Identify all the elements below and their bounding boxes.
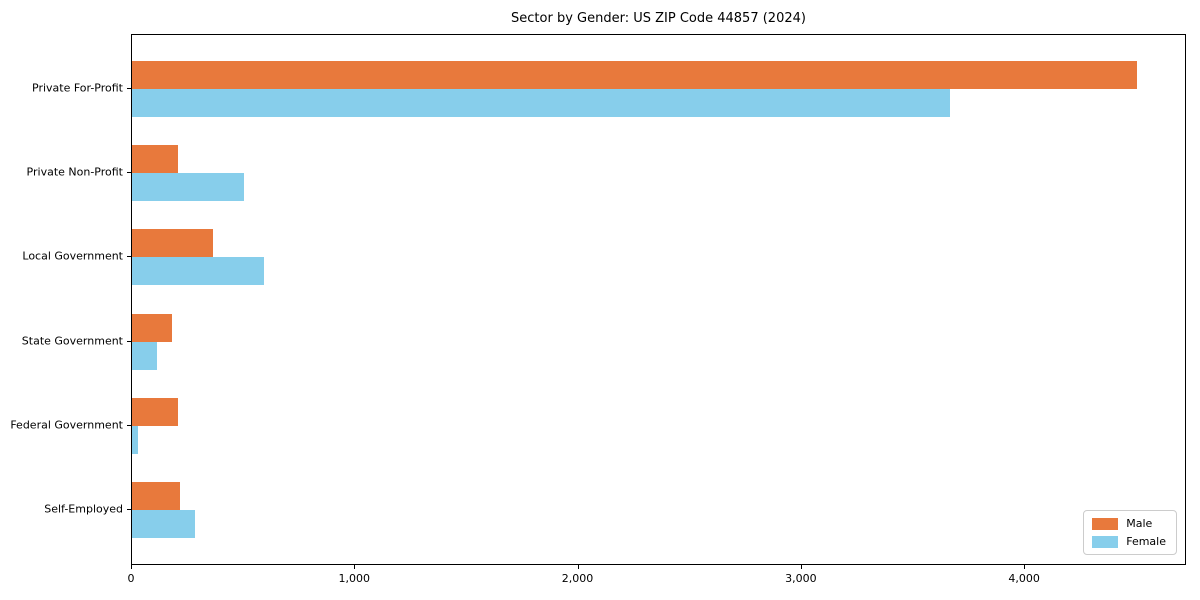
bar-female-1 [132, 89, 951, 117]
y-tick-label: Private For-Profit [32, 81, 123, 95]
y-tick-mark [127, 424, 131, 426]
x-tick-mark [800, 565, 802, 569]
x-tick-label: 0 [127, 572, 135, 585]
bar-female-3 [132, 257, 264, 286]
x-tick-label: 2,000 [561, 572, 594, 585]
female-series-swatch [1092, 535, 1119, 548]
x-tick-mark [354, 565, 356, 569]
bar-male-4 [132, 313, 173, 342]
bar-male-1 [132, 61, 1137, 89]
y-tick-label: Federal Government [10, 418, 123, 432]
bar-male-2 [132, 145, 178, 174]
y-tick-mark [127, 509, 131, 510]
legend-item-male: Male [1092, 517, 1166, 530]
male-series-swatch [1092, 517, 1119, 530]
y-tick-mark [127, 172, 131, 174]
bar-female-5 [132, 425, 139, 454]
y-tick-mark [127, 340, 131, 342]
y-tick-mark [127, 256, 131, 258]
chart-title: Sector by Gender: US ZIP Code 44857 (202… [511, 11, 806, 26]
x-tick-label: 4,000 [1008, 572, 1040, 585]
plot-area: Male Female [131, 34, 1186, 565]
x-tick-label: 1,000 [338, 572, 371, 585]
x-tick-mark [1024, 565, 1026, 569]
bar-female-6 [132, 510, 195, 538]
bar-male-6 [132, 482, 180, 510]
bar-male-3 [132, 229, 214, 258]
y-tick-mark [127, 88, 131, 89]
bar-female-4 [132, 341, 157, 370]
legend-label-male: Male [1126, 517, 1153, 530]
y-tick-label: State Government [21, 334, 123, 348]
y-tick-label: Private Non-Profit [26, 165, 123, 179]
y-tick-label: Self-Employed [44, 502, 123, 516]
x-tick-mark [131, 565, 132, 569]
legend-item-female: Female [1092, 535, 1166, 548]
x-tick-label: 3,000 [785, 572, 817, 585]
legend: Male Female [1083, 510, 1177, 555]
legend-label-female: Female [1126, 535, 1166, 548]
bar-male-5 [132, 397, 178, 426]
bar-female-2 [132, 173, 244, 202]
y-tick-label: Local Government [22, 249, 123, 263]
x-tick-mark [577, 565, 579, 569]
